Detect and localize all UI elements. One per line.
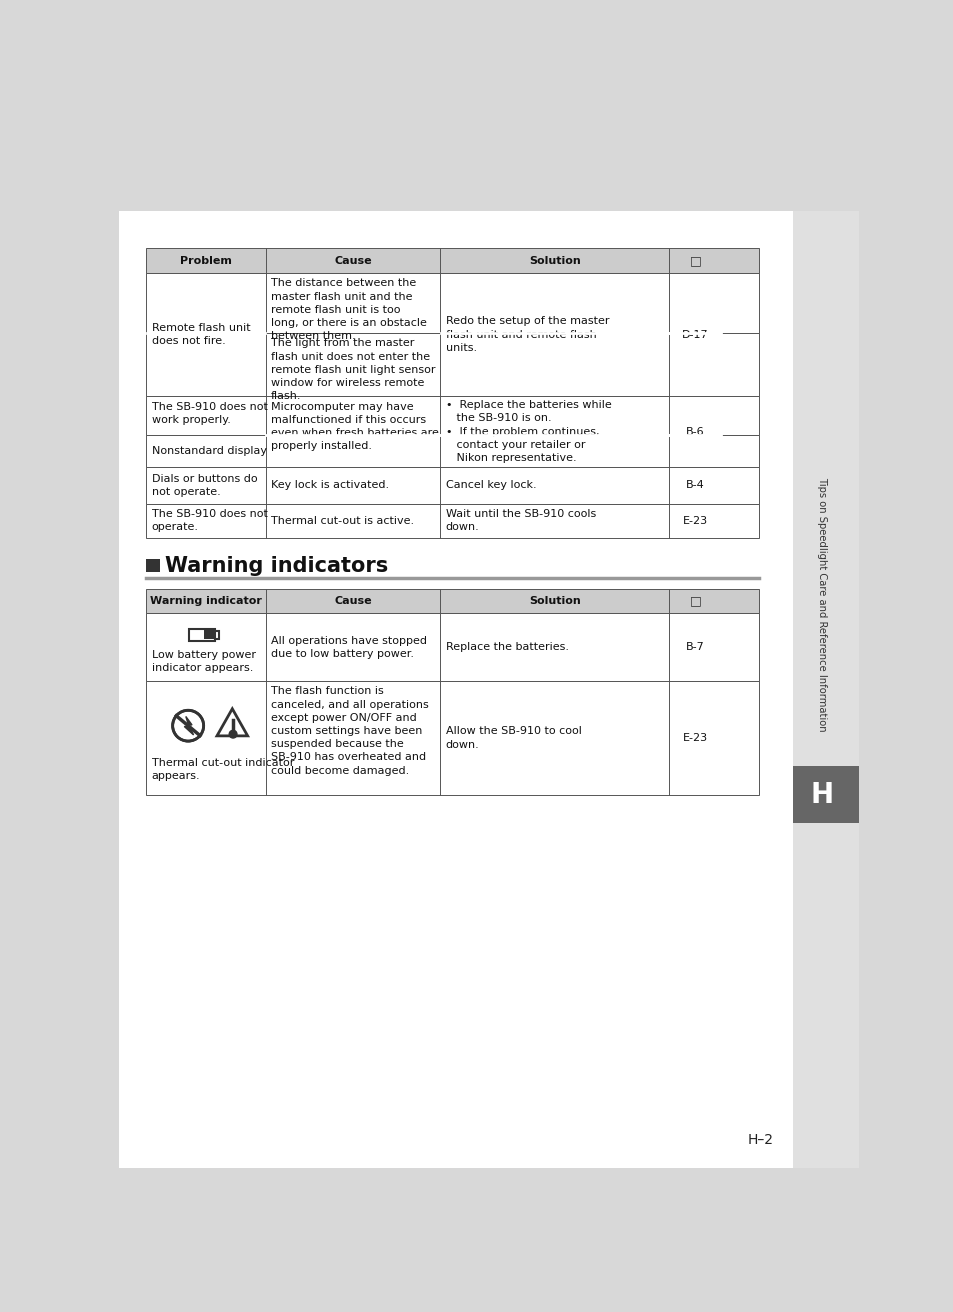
Text: Cause: Cause [334, 596, 372, 606]
Text: Low battery power
indicator appears.: Low battery power indicator appears. [152, 651, 255, 673]
Bar [146, 467, 758, 504]
Text: Cause: Cause [334, 256, 372, 265]
Bar [793, 766, 858, 824]
Text: B-7: B-7 [685, 642, 704, 652]
Bar [146, 434, 758, 467]
Text: The SB-910 does not
work properly.: The SB-910 does not work properly. [152, 401, 268, 425]
Text: Warning indicators: Warning indicators [165, 556, 388, 576]
Bar [215, 631, 219, 639]
Text: Cancel key lock.: Cancel key lock. [445, 480, 536, 491]
Bar [146, 589, 758, 613]
Text: Remote flash unit
does not fire.: Remote flash unit does not fire. [152, 323, 250, 346]
Text: Dials or buttons do
not operate.: Dials or buttons do not operate. [152, 474, 257, 497]
Text: The light from the master
flash unit does not enter the
remote flash unit light : The light from the master flash unit doe… [271, 338, 436, 401]
Text: Redo the setup of the master
flash unit and remote flash
units.: Redo the setup of the master flash unit … [445, 316, 608, 353]
Text: The distance between the
master flash unit and the
remote flash unit is too
long: The distance between the master flash un… [271, 278, 427, 341]
Bar [146, 333, 758, 396]
Bar [146, 613, 758, 681]
Text: All operations have stopped
due to low battery power.: All operations have stopped due to low b… [271, 635, 427, 659]
Text: Tips on Speedlight Care and Reference Information: Tips on Speedlight Care and Reference In… [817, 476, 826, 731]
Bar [189, 628, 215, 642]
Text: Problem: Problem [180, 256, 232, 265]
Text: Allow the SB-910 to cool
down.: Allow the SB-910 to cool down. [445, 727, 580, 749]
Text: Solution: Solution [528, 256, 580, 265]
Circle shape [229, 731, 236, 739]
Text: B-6: B-6 [685, 426, 704, 437]
Bar [146, 559, 159, 572]
Text: □: □ [689, 255, 700, 268]
Text: E-23: E-23 [682, 516, 707, 526]
Bar [146, 504, 758, 538]
Bar [146, 396, 758, 434]
Text: Thermal cut-out indicator
appears.: Thermal cut-out indicator appears. [152, 758, 294, 781]
Text: Microcomputer may have
malfunctioned if this occurs
even when fresh batteries ar: Microcomputer may have malfunctioned if … [271, 401, 438, 451]
Text: The SB-910 does not
operate.: The SB-910 does not operate. [152, 509, 268, 533]
Text: Key lock is activated.: Key lock is activated. [271, 480, 389, 491]
Text: Thermal cut-out is active.: Thermal cut-out is active. [271, 516, 414, 526]
Bar [146, 681, 758, 795]
Text: □: □ [689, 594, 700, 607]
Text: Replace the batteries.: Replace the batteries. [445, 642, 568, 652]
Text: H: H [810, 781, 833, 808]
Text: Warning indicator: Warning indicator [150, 596, 262, 606]
Text: Nonstandard display: Nonstandard display [152, 446, 267, 455]
Polygon shape [184, 716, 193, 735]
Bar [146, 248, 758, 273]
Text: Solution: Solution [528, 596, 580, 606]
Text: E-23: E-23 [682, 733, 707, 743]
Bar [146, 273, 758, 333]
Text: •  Replace the batteries while
   the SB-910 is on.
•  If the problem continues,: • Replace the batteries while the SB-910… [445, 400, 611, 463]
Bar [793, 211, 858, 1168]
Text: H–2: H–2 [747, 1132, 773, 1147]
Text: B-4: B-4 [685, 480, 704, 491]
Bar [204, 630, 214, 639]
Text: The flash function is
canceled, and all operations
except power ON/OFF and
custo: The flash function is canceled, and all … [271, 686, 429, 775]
Text: D-17: D-17 [681, 329, 708, 340]
Text: Wait until the SB-910 cools
down.: Wait until the SB-910 cools down. [445, 509, 596, 533]
